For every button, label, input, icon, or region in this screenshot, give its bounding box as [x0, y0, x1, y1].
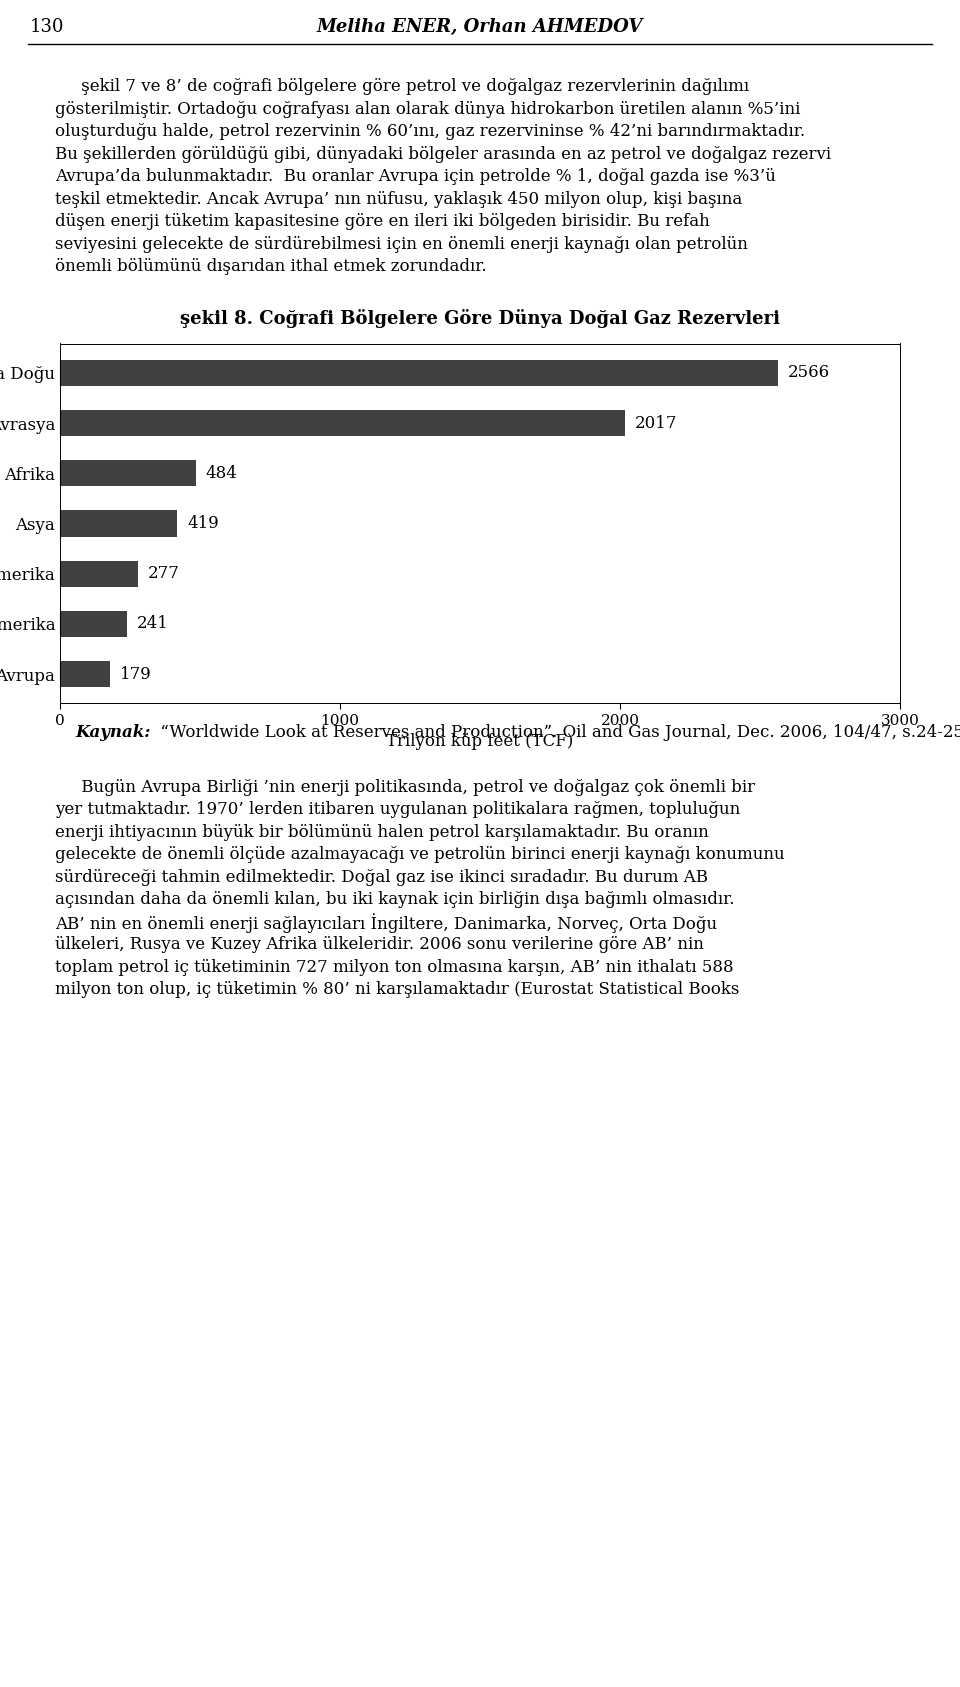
X-axis label: Trilyon küp feet (TCF): Trilyon küp feet (TCF) — [386, 734, 574, 751]
Text: şekil 8. Coğrafi Bölgelere Göre Dünya Doğal Gaz Rezervleri: şekil 8. Coğrafi Bölgelere Göre Dünya Do… — [180, 309, 780, 327]
Bar — [60, 511, 178, 536]
Bar — [60, 359, 779, 386]
Bar — [60, 560, 137, 587]
Text: açısından daha da önemli kılan, bu iki kaynak için birliğin dışa bağımlı olmasıd: açısından daha da önemli kılan, bu iki k… — [55, 891, 734, 908]
Text: oluşturduğu halde, petrol rezervinin % 60’ını, gaz rezervininse % 42’ni barındır: oluşturduğu halde, petrol rezervinin % 6… — [55, 123, 805, 140]
Text: 2566: 2566 — [788, 364, 830, 381]
Text: seviyesini gelecekte de sürdürebilmesi için en önemli enerji kaynağı olan petrol: seviyesini gelecekte de sürdürebilmesi i… — [55, 236, 748, 253]
Bar — [60, 611, 128, 638]
Text: Bu şekillerden görüldüğü gibi, dünyadaki bölgeler arasında en az petrol ve doğal: Bu şekillerden görüldüğü gibi, dünyadaki… — [55, 145, 831, 162]
Bar — [60, 661, 110, 687]
Text: şekil 7 ve 8’ de coğrafi bölgelere göre petrol ve doğalgaz rezervlerinin dağılım: şekil 7 ve 8’ de coğrafi bölgelere göre … — [55, 78, 749, 94]
Text: 2017: 2017 — [635, 415, 677, 432]
Text: 419: 419 — [187, 515, 219, 531]
Text: toplam petrol iç tüketiminin 727 milyon ton olmasına karşın, AB’ nin ithalatı 58: toplam petrol iç tüketiminin 727 milyon … — [55, 958, 733, 975]
Text: Meliha ENER, Orhan AHMEDOV: Meliha ENER, Orhan AHMEDOV — [317, 19, 643, 35]
Text: Bugün Avrupa Birliği ’nin enerji politikasında, petrol ve doğalgaz çok önemli bi: Bugün Avrupa Birliği ’nin enerji politik… — [55, 778, 756, 796]
Text: gösterilmiştir. Ortadoğu coğrafyası alan olarak dünya hidrokarbon üretilen alanı: gösterilmiştir. Ortadoğu coğrafyası alan… — [55, 101, 801, 118]
Text: sürdüreceği tahmin edilmektedir. Doğal gaz ise ikinci sıradadır. Bu durum AB: sürdüreceği tahmin edilmektedir. Doğal g… — [55, 869, 708, 886]
Text: Avrupa’da bulunmaktadır.  Bu oranlar Avrupa için petrolde % 1, doğal gazda ise %: Avrupa’da bulunmaktadır. Bu oranlar Avru… — [55, 169, 776, 186]
Text: ülkeleri, Rusya ve Kuzey Afrika ülkeleridir. 2006 sonu verilerine göre AB’ nin: ülkeleri, Rusya ve Kuzey Afrika ülkeleri… — [55, 936, 704, 953]
Text: “Worldwide Look at Reserves and Production”. Oil and Gas Journal, Dec. 2006, 104: “Worldwide Look at Reserves and Producti… — [155, 724, 960, 741]
Text: 179: 179 — [120, 666, 152, 683]
Bar — [60, 461, 196, 486]
Text: 130: 130 — [30, 19, 64, 35]
Text: teşkil etmektedir. Ancak Avrupa’ nın nüfusu, yaklaşık 450 milyon olup, kişi başı: teşkil etmektedir. Ancak Avrupa’ nın nüf… — [55, 191, 742, 208]
Text: düşen enerji tüketim kapasitesine göre en ileri iki bölgeden birisidir. Bu refah: düşen enerji tüketim kapasitesine göre e… — [55, 213, 709, 229]
Text: milyon ton olup, iç tüketimin % 80’ ni karşılamaktadır (Eurostat Statistical Boo: milyon ton olup, iç tüketimin % 80’ ni k… — [55, 982, 739, 999]
Text: enerji ihtiyacının büyük bir bölümünü halen petrol karşılamaktadır. Bu oranın: enerji ihtiyacının büyük bir bölümünü ha… — [55, 823, 708, 840]
Text: Kaynak:: Kaynak: — [75, 724, 151, 741]
Text: 241: 241 — [137, 616, 169, 633]
Text: 277: 277 — [147, 565, 180, 582]
Bar — [60, 410, 625, 437]
Text: yer tutmaktadır. 1970’ lerden itibaren uygulanan politikalara rağmen, topluluğun: yer tutmaktadır. 1970’ lerden itibaren u… — [55, 801, 740, 818]
Text: AB’ nin en önemli enerji sağlayıcıları İngiltere, Danimarka, Norveç, Orta Doğu: AB’ nin en önemli enerji sağlayıcıları İ… — [55, 913, 717, 933]
Text: gelecekte de önemli ölçüde azalmayacağı ve petrolün birinci enerji kaynağı konum: gelecekte de önemli ölçüde azalmayacağı … — [55, 845, 784, 864]
Text: önemli bölümünü dışarıdan ithal etmek zorundadır.: önemli bölümünü dışarıdan ithal etmek zo… — [55, 258, 487, 275]
Text: 484: 484 — [205, 466, 237, 482]
